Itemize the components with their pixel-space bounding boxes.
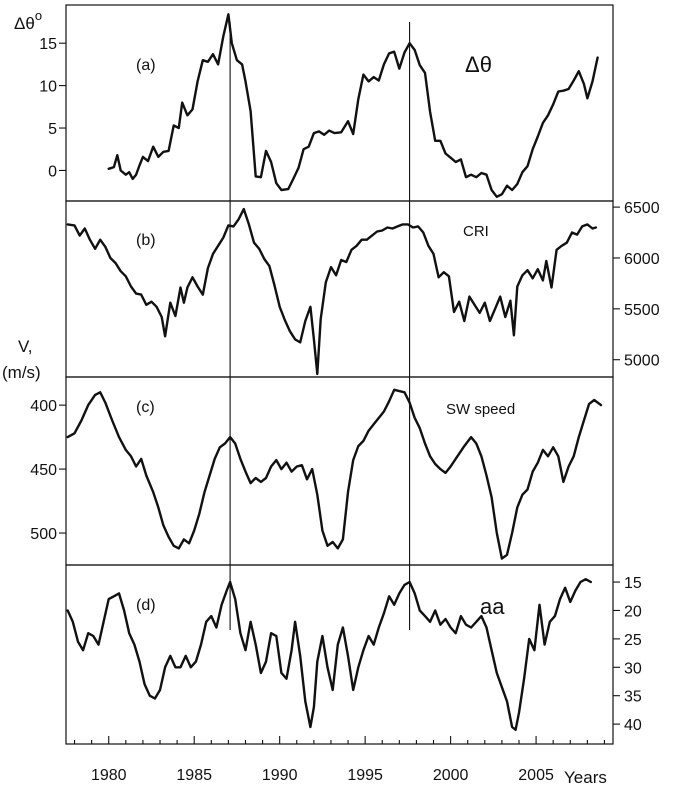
y-tick-label: 15 bbox=[39, 36, 57, 53]
degree-sign: o bbox=[35, 8, 42, 23]
y-tick-label: 30 bbox=[624, 660, 642, 677]
y-tick-label: 15 bbox=[624, 575, 642, 592]
panel-frame bbox=[65, 200, 614, 378]
y-tick-label: 6500 bbox=[624, 200, 660, 217]
series-line-d bbox=[66, 578, 592, 731]
y-tick-label: 400 bbox=[30, 398, 57, 415]
panel-frame bbox=[65, 564, 614, 745]
series-title: CRI bbox=[463, 223, 489, 240]
series-line-c bbox=[66, 388, 603, 560]
shared-y-label-line1: V, bbox=[18, 337, 33, 356]
x-tick-label: 2005 bbox=[518, 767, 554, 784]
series-line-b bbox=[66, 207, 598, 376]
x-axis: 1980 1985 1990 1995 2000 2005 bbox=[73, 736, 606, 784]
panel-label: (b) bbox=[136, 232, 156, 249]
panel-frame bbox=[65, 4, 614, 202]
x-tick-label: 1985 bbox=[176, 767, 212, 784]
y-tick-label: 5500 bbox=[624, 302, 660, 319]
y-tick-label: 5000 bbox=[624, 353, 660, 370]
shared-y-label-line2: (m/s) bbox=[2, 363, 41, 382]
y-tick-label: 40 bbox=[624, 717, 642, 734]
x-tick-label: 1990 bbox=[262, 767, 298, 784]
panel-b: 5000 5500 6000 6500 (b) CRI bbox=[65, 200, 660, 378]
series-title: Δθ bbox=[465, 52, 492, 77]
y-tick-label: 10 bbox=[39, 79, 57, 96]
vertical-markers bbox=[229, 22, 411, 630]
y-axis-label: Δθo bbox=[14, 8, 42, 33]
y-tick-label: 500 bbox=[30, 526, 57, 543]
x-axis-title: Years bbox=[564, 768, 607, 787]
panel-label: (d) bbox=[136, 597, 156, 614]
panel-c: 400 450 500 (c) SW speed bbox=[30, 376, 614, 566]
y-tick-label: 6000 bbox=[624, 251, 660, 268]
panel-d: 15 20 25 30 35 40 (d) aa bbox=[65, 564, 642, 745]
x-tick-label: 2000 bbox=[433, 767, 469, 784]
x-tick-label: 1995 bbox=[347, 767, 383, 784]
y-tick-label: 25 bbox=[624, 632, 642, 649]
y-tick-label: 0 bbox=[48, 163, 57, 180]
panel-a: 0 5 10 15 (a) Δθ Δθo bbox=[14, 4, 614, 202]
panel-label: (a) bbox=[136, 57, 156, 74]
x-tick-label: 1980 bbox=[91, 767, 127, 784]
series-title: aa bbox=[480, 594, 505, 619]
panel-label: (c) bbox=[136, 399, 155, 416]
series-line-a bbox=[107, 13, 599, 198]
y-tick-label: 35 bbox=[624, 689, 642, 706]
y-tick-label: 20 bbox=[624, 603, 642, 620]
series-title: SW speed bbox=[446, 401, 515, 418]
y-tick-label: 450 bbox=[30, 462, 57, 479]
y-tick-label: 5 bbox=[48, 121, 57, 138]
